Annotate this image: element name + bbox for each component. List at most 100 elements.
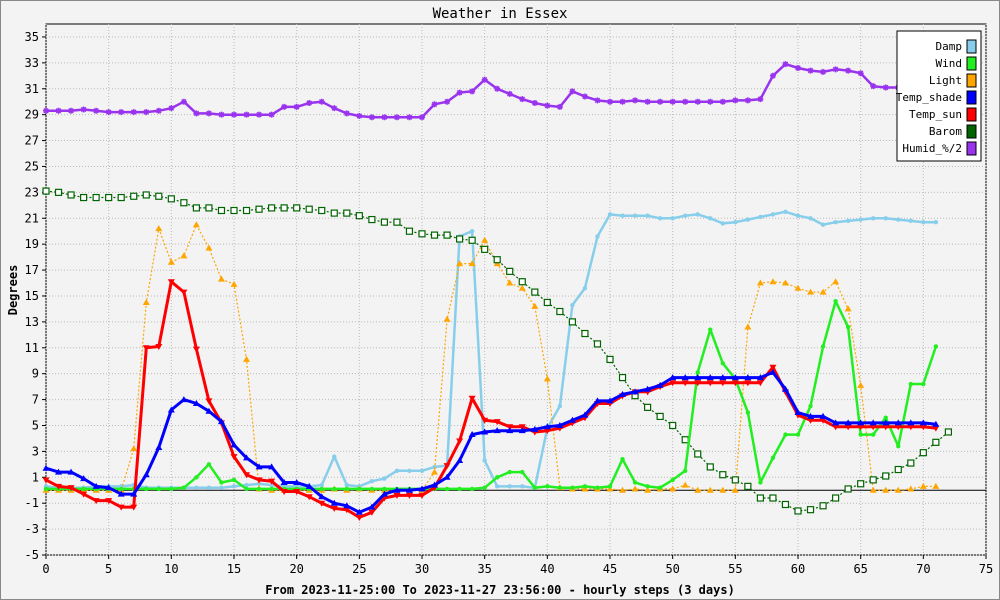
data-point	[845, 218, 851, 224]
data-point	[896, 444, 901, 449]
data-point	[819, 412, 827, 419]
data-point	[368, 509, 376, 516]
data-point	[520, 484, 525, 489]
data-point	[681, 374, 689, 381]
data-point	[382, 486, 387, 492]
data-point	[794, 284, 802, 291]
data-point	[808, 403, 813, 409]
data-point	[405, 492, 413, 499]
data-point	[719, 98, 726, 105]
y-tick-label: 11	[25, 341, 39, 355]
data-point	[907, 485, 915, 492]
data-point	[694, 450, 702, 458]
data-point	[42, 477, 50, 484]
data-point	[55, 483, 63, 490]
data-point	[744, 323, 752, 330]
data-point	[518, 278, 526, 286]
data-point	[883, 415, 888, 420]
data-point	[280, 478, 288, 485]
data-point	[732, 97, 739, 104]
data-point	[217, 275, 225, 282]
data-point	[142, 298, 150, 305]
data-point	[369, 486, 375, 492]
legend-label: Light	[929, 74, 962, 87]
data-point	[167, 279, 175, 286]
data-point	[318, 493, 326, 500]
data-point	[620, 213, 625, 218]
data-point	[117, 193, 125, 202]
data-point	[369, 478, 375, 484]
legend-label: Damp	[936, 40, 963, 53]
data-point	[781, 279, 789, 286]
data-point	[656, 412, 664, 421]
data-point	[42, 464, 50, 471]
data-point	[205, 398, 213, 405]
data-point	[344, 486, 349, 492]
data-point	[794, 409, 802, 416]
y-tick-label: 1	[32, 470, 39, 484]
data-point	[482, 485, 487, 490]
data-point	[807, 417, 815, 424]
data-point	[167, 195, 175, 203]
data-point	[770, 212, 776, 217]
data-point	[343, 507, 351, 514]
data-point	[832, 424, 840, 431]
data-point	[707, 98, 714, 105]
data-point	[419, 114, 425, 121]
y-tick-label: 15	[25, 289, 39, 303]
data-point	[495, 475, 500, 480]
data-point	[155, 343, 163, 350]
series-lines	[42, 61, 953, 521]
data-point	[156, 486, 161, 492]
data-point	[356, 112, 363, 119]
data-point	[142, 471, 150, 478]
data-point	[819, 502, 827, 510]
data-point	[206, 485, 212, 490]
data-point	[769, 364, 777, 371]
data-point	[357, 486, 362, 492]
data-point	[756, 494, 765, 502]
data-point	[192, 399, 200, 406]
legend-swatch	[966, 56, 977, 71]
data-point	[318, 500, 326, 507]
data-point	[806, 506, 815, 514]
data-point	[330, 499, 338, 506]
data-point	[545, 484, 550, 489]
data-point	[80, 475, 88, 482]
data-point	[180, 199, 188, 207]
data-point	[343, 502, 351, 509]
data-point	[469, 486, 475, 492]
data-point	[319, 482, 324, 488]
data-point	[543, 298, 551, 307]
data-point	[380, 490, 388, 497]
data-point	[431, 468, 439, 475]
data-point	[706, 486, 714, 493]
data-point	[256, 486, 262, 492]
data-point	[507, 469, 512, 475]
data-point	[570, 302, 575, 308]
data-point	[683, 468, 688, 474]
chart-title: Weather in Essex	[433, 6, 568, 22]
data-point	[669, 485, 677, 492]
data-point	[482, 458, 487, 463]
data-point	[443, 231, 451, 239]
x-tick-label: 55	[728, 562, 742, 576]
data-point	[468, 236, 476, 244]
data-point	[543, 375, 551, 382]
data-point	[907, 424, 915, 431]
data-point	[493, 256, 501, 264]
data-point	[744, 482, 752, 490]
data-point	[255, 477, 263, 484]
data-point	[143, 109, 150, 116]
data-point	[469, 229, 475, 234]
data-point	[919, 424, 927, 431]
data-point	[844, 424, 852, 431]
data-point	[532, 485, 537, 490]
data-point	[681, 436, 689, 444]
data-point	[506, 267, 514, 275]
data-point	[305, 494, 313, 501]
y-tick-label: 5	[32, 418, 39, 432]
data-point	[631, 485, 639, 492]
data-point	[368, 114, 375, 121]
data-point	[118, 109, 125, 116]
